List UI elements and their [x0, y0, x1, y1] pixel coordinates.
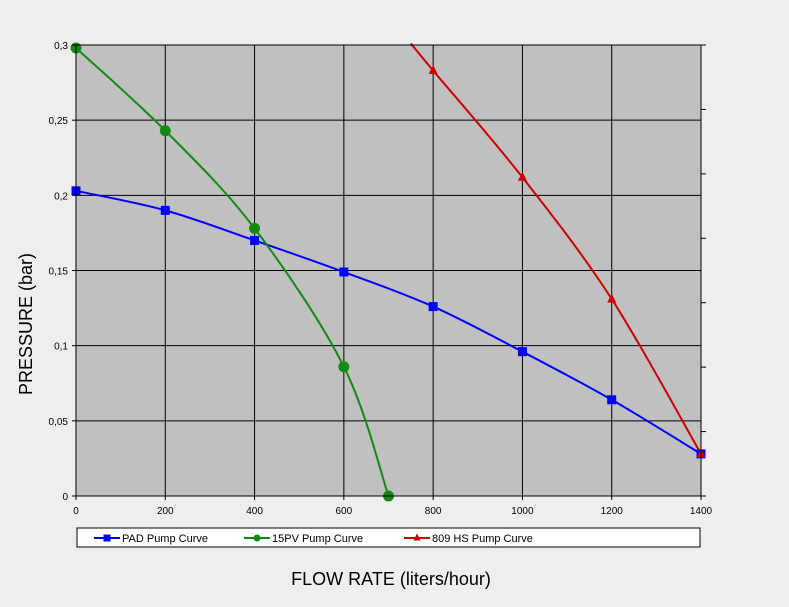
y-axis-title: PRESSURE (bar) — [16, 253, 36, 395]
y-tick-label: 0,2 — [54, 191, 68, 202]
marker-triangle — [413, 533, 421, 541]
marker-triangle — [428, 65, 438, 75]
y-tick-label: 0,3 — [54, 41, 68, 52]
y-tick-label: 0,05 — [49, 417, 69, 428]
marker-circle — [338, 361, 350, 373]
x-tick-label: 800 — [425, 506, 442, 517]
y-tick-label: 0,15 — [49, 267, 69, 278]
legend-label: PAD Pump Curve — [122, 533, 208, 545]
x-tick-label: 200 — [157, 506, 174, 517]
marker-circle — [253, 534, 261, 542]
marker-square — [428, 302, 438, 312]
x-tick-label: 0 — [73, 506, 79, 517]
marker-square — [517, 347, 527, 357]
marker-triangle — [607, 293, 617, 303]
marker-circle — [159, 125, 171, 137]
marker-circle — [249, 222, 261, 234]
legend-label: 809 HS Pump Curve — [432, 533, 533, 545]
x-tick-label: 400 — [246, 506, 263, 517]
y-tick-label: 0,1 — [54, 342, 68, 353]
marker-square — [339, 267, 349, 277]
x-tick-label: 1200 — [601, 506, 624, 517]
y-tick-label: 0 — [62, 492, 68, 503]
marker-triangle — [517, 171, 527, 181]
x-tick-label: 1000 — [511, 506, 534, 517]
x-tick-label: 600 — [336, 506, 353, 517]
x-tick-label: 1400 — [690, 506, 713, 517]
y-tick-label: 0,25 — [49, 116, 69, 127]
marker-square — [250, 235, 260, 245]
legend-box — [76, 527, 701, 548]
right-axis-ticks — [701, 44, 706, 497]
marker-square — [160, 205, 170, 215]
axis-ticks: 0 200 400 600 800 1000 1200 1400 0 0,05 0,1 0,15 0,2… — [49, 41, 713, 517]
legend: PAD Pump Curve 15PV Pump Curve 809 HS Pump… — [76, 527, 701, 548]
x-axis-title: FLOW RATE (liters/hour) — [291, 569, 491, 589]
marker-square — [103, 534, 111, 542]
marker-square — [607, 395, 617, 405]
legend-label: 15PV Pump Curve — [272, 533, 363, 545]
series-markers — [70, 42, 706, 502]
